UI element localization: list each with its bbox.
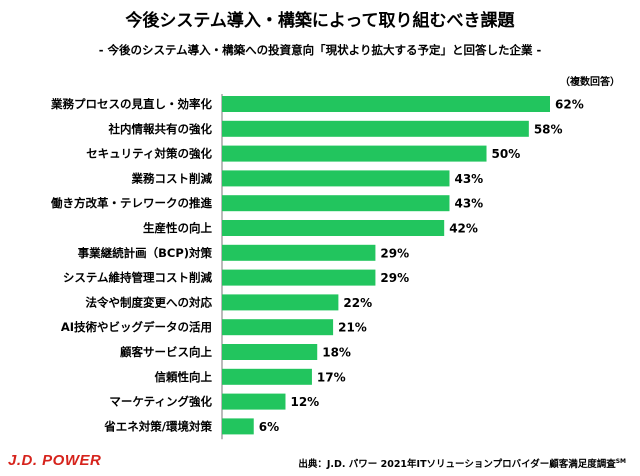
bar: [222, 368, 312, 385]
chart-title: 今後システム導入・構築によって取り組むべき課題: [125, 11, 515, 31]
category-label: 社内情報共有の強化: [108, 122, 213, 136]
bar: [222, 319, 334, 336]
source-note: 出典：J.D. パワー 2021年ITソリューションプロバイダー顧客満足度調査S…: [298, 456, 626, 470]
bar: [222, 418, 254, 435]
category-label: マーケティング強化: [109, 395, 212, 409]
bar: [222, 96, 550, 112]
value-label: 17%: [317, 370, 346, 384]
value-label: 58%: [534, 122, 563, 136]
bar: [222, 344, 318, 360]
value-label: 21%: [338, 321, 367, 335]
value-label: 22%: [343, 296, 372, 310]
value-label: 18%: [322, 346, 351, 360]
bar: [222, 294, 339, 311]
category-label: 働き方改革・テレワークの推進: [50, 196, 212, 210]
bar: [222, 170, 450, 187]
category-label: 法令や制度変更への対応: [86, 295, 213, 309]
bar-chart: 業務プロセスの見直し・効率化 62% 社内情報共有の強化 58% セキュリティ対策の強化…: [50, 94, 584, 440]
category-label: 生産性の向上: [143, 221, 212, 235]
category-label: 事業継続計画（BCP)対策: [78, 246, 213, 260]
source-text: 出典：J.D. パワー 2021年ITソリューションプロバイダー顧客満足度調査: [298, 459, 616, 470]
multiple-answers-note: （複数回答）: [560, 77, 620, 88]
category-label: セキュリティ対策の強化: [86, 147, 212, 161]
category-label: 業務プロセスの見直し・効率化: [50, 97, 212, 111]
chart-subtitle: - 今後のシステム導入・構築への投資意向「現状より拡大する予定」と回答した企業 …: [98, 43, 542, 57]
category-label: システム維持管理コスト削減: [63, 271, 213, 285]
value-label: 29%: [380, 246, 409, 260]
value-label: 6%: [259, 420, 279, 434]
value-label: 29%: [380, 271, 409, 285]
bar: [222, 220, 445, 236]
bar: [222, 145, 487, 162]
value-label: 43%: [454, 197, 483, 211]
jd-power-logo: J.D. POWER: [8, 452, 102, 469]
value-label: 42%: [449, 222, 478, 236]
bar: [222, 120, 529, 137]
category-label: 業務コスト削減: [131, 171, 213, 185]
category-label: AI技術やビッグデータの活用: [61, 320, 212, 334]
value-label: 62%: [555, 98, 584, 112]
value-label: 50%: [492, 147, 521, 161]
value-label: 12%: [290, 395, 319, 409]
bar: [222, 269, 376, 286]
bar: [222, 244, 376, 261]
category-label: 顧客サービス向上: [120, 345, 212, 359]
category-label: 信頼性向上: [155, 370, 213, 384]
bar: [222, 195, 450, 212]
service-mark: SM: [615, 457, 626, 465]
value-label: 43%: [454, 172, 483, 186]
category-label: 省エネ対策/環境対策: [103, 419, 212, 433]
bar: [222, 393, 286, 410]
